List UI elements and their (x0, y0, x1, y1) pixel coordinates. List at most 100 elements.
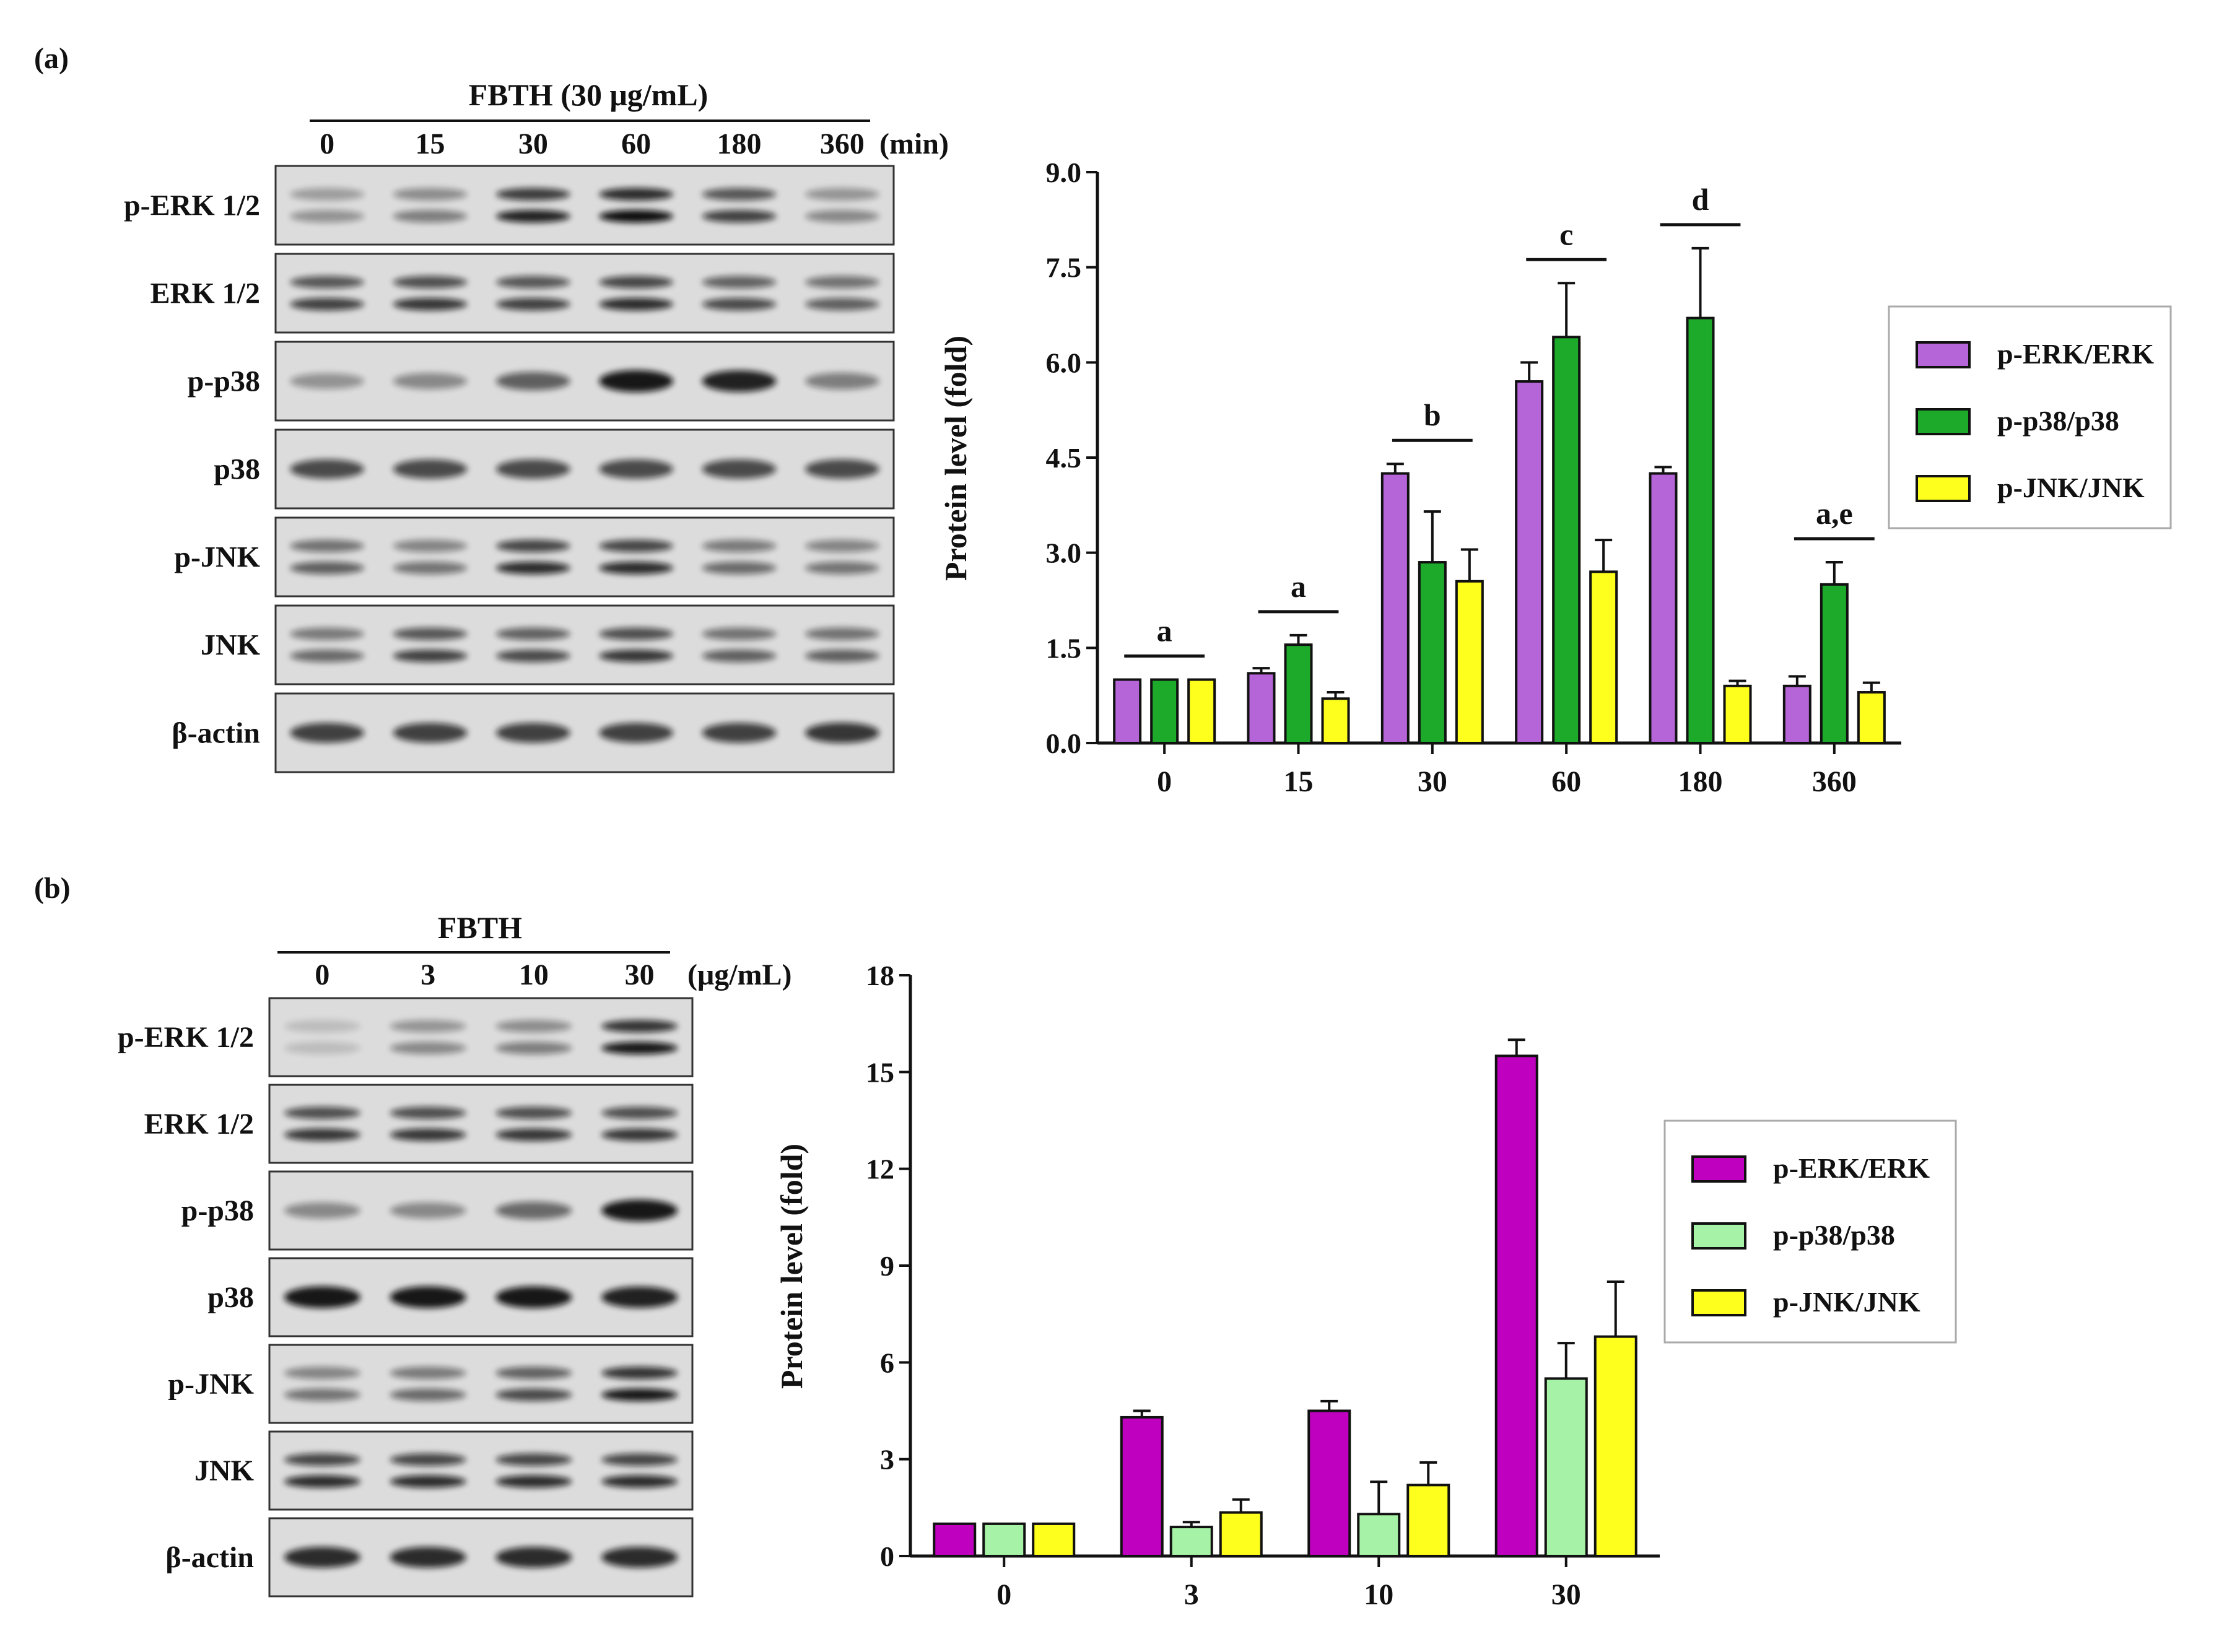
y-tick-label: 15 (866, 1056, 894, 1088)
blot-band (284, 1128, 360, 1141)
bar (1150, 678, 1179, 744)
y-tick-label: 7.5 (1046, 252, 1082, 284)
bar (1544, 1377, 1588, 1558)
x-tick-label: 30 (1551, 1578, 1581, 1611)
blot-row-label: p38 (207, 1281, 254, 1314)
blot-row: JNK (201, 604, 895, 685)
blot-band (804, 539, 879, 552)
bar (1552, 336, 1581, 744)
legend-label: p-JNK/JNK (1997, 472, 2145, 503)
legend-item: p-p38/p38 (1916, 405, 2119, 437)
lane-unit-a: (min) (879, 128, 949, 160)
y-axis-label-b: Protein level (fold) (774, 1144, 809, 1389)
blot-band (390, 1453, 466, 1466)
blot-band (290, 210, 365, 223)
western-blot-a: FBTH (30 μg/mL) (min) 0 15 30 60 180 360 p-ER… (124, 77, 949, 773)
blot-band (390, 1128, 466, 1141)
blot-band (495, 1453, 572, 1466)
blot-band (599, 539, 674, 552)
x-tick-label: 30 (1418, 765, 1447, 798)
blot-band (601, 1547, 678, 1568)
blot-band (390, 1547, 466, 1568)
blot-row-label: p-JNK (168, 1368, 254, 1401)
blot-row-label: β-actin (165, 1541, 254, 1574)
legend-item: p-JNK/JNK (1691, 1286, 1920, 1318)
blot-row: ERK 1/2 (144, 1084, 694, 1164)
blot-row-label: p-p38 (181, 1194, 254, 1227)
bar (1113, 678, 1142, 744)
blot-row-label: β-actin (172, 717, 260, 750)
blot-row: p-ERK 1/2 (118, 997, 694, 1077)
blot-band (702, 562, 777, 575)
blot-band (393, 627, 468, 640)
blot-band (702, 188, 777, 201)
y-tick-label: 0 (880, 1541, 894, 1572)
bar (1307, 1409, 1351, 1557)
blot-row: p38 (214, 428, 895, 510)
legend-label: p-p38/p38 (1773, 1219, 1895, 1251)
bar (1649, 472, 1678, 744)
blot-band (804, 459, 879, 479)
blot-band (284, 1202, 360, 1219)
blot-band (284, 1106, 360, 1119)
bar (1321, 697, 1350, 745)
blot-band (495, 1388, 572, 1401)
lane-label: 0 (315, 959, 329, 991)
blot-band (390, 1367, 466, 1380)
blot-band (495, 210, 570, 223)
significance-letter: a (1291, 569, 1306, 604)
panel-b-label: (b) (34, 872, 71, 905)
x-tick-label: 180 (1678, 765, 1723, 798)
blot-band (601, 1041, 678, 1054)
y-tick-label: 3.0 (1046, 537, 1082, 569)
blot-band (495, 723, 570, 743)
legend-label: p-ERK/ERK (1997, 338, 2154, 370)
lane-label: 3 (421, 959, 435, 991)
blot-band (390, 1106, 466, 1119)
blot-band (599, 650, 674, 663)
legend-a: p-ERK/ERK p-p38/p38 p-JNK/JNK (1888, 305, 2172, 529)
blot-band (393, 650, 468, 663)
treatment-label-b: FBTH (438, 910, 522, 945)
legend-b: p-ERK/ERK p-p38/p38 p-JNK/JNK (1663, 1119, 1957, 1344)
blot-row: β-actin (165, 1517, 694, 1598)
blot-membrane (274, 604, 895, 685)
lane-label: 15 (416, 128, 445, 160)
blot-band (495, 1547, 572, 1568)
blot-band (601, 1199, 678, 1222)
legend-item: p-JNK/JNK (1916, 472, 2145, 503)
y-tick-label: 12 (866, 1154, 894, 1185)
y-tick-label: 0.0 (1046, 728, 1082, 759)
blot-band (390, 1020, 466, 1033)
blot-band (702, 723, 777, 743)
significance-letter: d (1692, 182, 1709, 217)
blot-band (284, 1453, 360, 1466)
blot-band (393, 210, 468, 223)
blot-band (495, 562, 570, 575)
blot-band (284, 1475, 360, 1488)
blot-membrane (274, 692, 895, 773)
blot-band (290, 627, 365, 640)
bar (1120, 1415, 1164, 1557)
blot-band (390, 1475, 466, 1488)
blot-band (495, 650, 570, 663)
blot-band (284, 1041, 360, 1054)
blot-band (702, 370, 777, 392)
blot-band (804, 650, 879, 663)
bar (1782, 684, 1811, 745)
blot-band (601, 1020, 678, 1033)
blot-band (495, 298, 570, 311)
blot-row-label: p38 (214, 453, 260, 486)
blot-band (495, 372, 570, 391)
blot-band (390, 1202, 466, 1219)
bar (1820, 583, 1849, 745)
bar (1032, 1522, 1076, 1558)
blot-band (495, 1367, 572, 1380)
blot-band (702, 298, 777, 311)
legend-swatch (1916, 408, 1971, 435)
blot-row-label: p-JNK (174, 541, 260, 574)
blot-band (495, 459, 570, 479)
legend-swatch (1916, 341, 1971, 368)
blot-band (390, 1286, 466, 1308)
